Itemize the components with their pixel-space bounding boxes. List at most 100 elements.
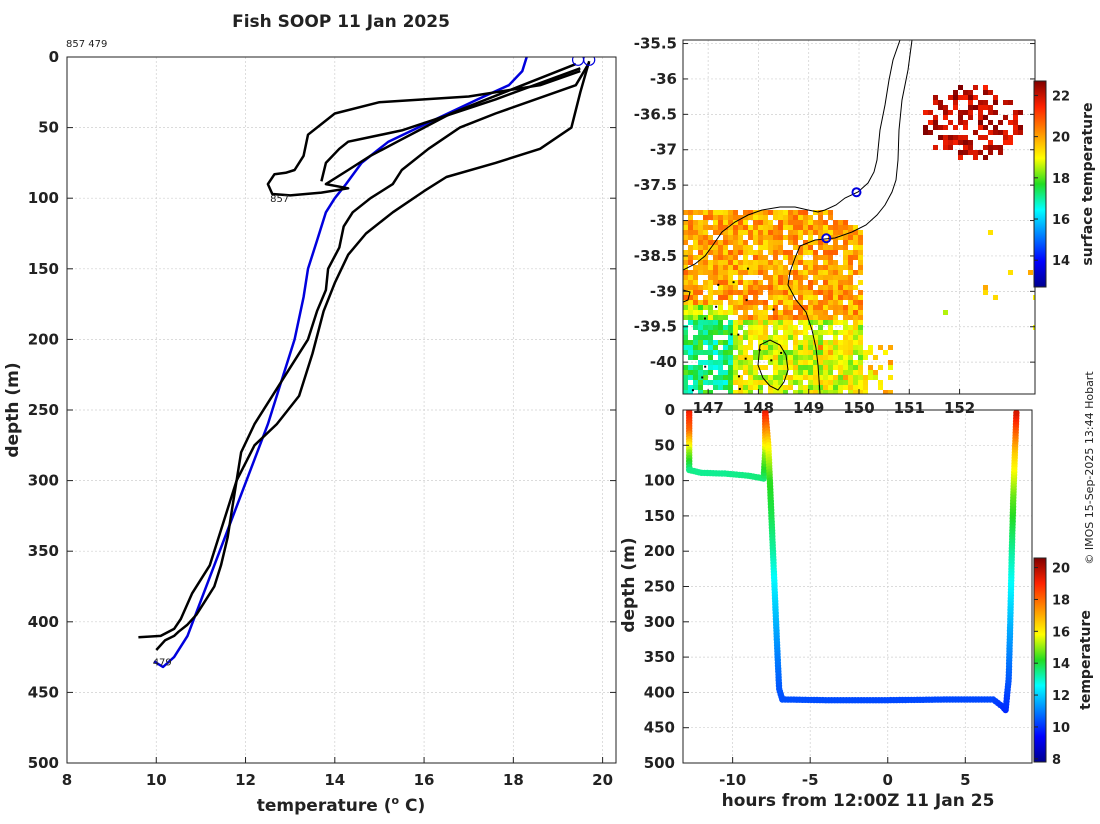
sst-pixel (828, 260, 833, 265)
sst-pixel (753, 370, 758, 375)
sst-pixel (688, 310, 693, 315)
sst-pixel (718, 240, 723, 245)
sst-pixel (818, 335, 823, 340)
sst-pixel (718, 360, 723, 365)
sst-pixel (773, 245, 778, 250)
sst-pixel (813, 330, 818, 335)
sst-pixel (783, 370, 788, 375)
sst-pixel (798, 275, 803, 280)
sst-pixel (793, 315, 798, 320)
sst-pixel (738, 225, 743, 230)
sst-pixel (823, 365, 828, 370)
sst-pixel (688, 370, 693, 375)
sst-pixel (988, 145, 993, 150)
sst-pixel (853, 240, 858, 245)
sst-pixel (718, 265, 723, 270)
sst-pixel (828, 300, 833, 305)
sst-pixel (813, 270, 818, 275)
sst-pixel (818, 365, 823, 370)
sst-pixel (823, 290, 828, 295)
sst-pixel (788, 295, 793, 300)
sst-pixel (758, 375, 763, 380)
temperature-colorbar-tick-label: 14 (1052, 657, 1070, 672)
sst-pixel (688, 345, 693, 350)
sst-pixel (698, 345, 703, 350)
sst-pixel (838, 330, 843, 335)
sst-pixel (888, 375, 893, 380)
sst-pixel (718, 370, 723, 375)
sst-pixel (843, 255, 848, 260)
sst-pixel (698, 245, 703, 250)
sst-pixel (703, 370, 708, 375)
sst-pixel (753, 250, 758, 255)
sst-pixel (833, 305, 838, 310)
sst-pixel (833, 355, 838, 360)
sst-pixel (688, 210, 693, 215)
sst-pixel (703, 390, 708, 394)
sst-pixel (803, 230, 808, 235)
sst-pixel (793, 210, 798, 215)
sst-pixel (823, 225, 828, 230)
sst-pixel (698, 250, 703, 255)
sst-pixel (773, 305, 778, 310)
sst-pixel (703, 350, 708, 355)
sst-pixel (733, 250, 738, 255)
sst-pixel (843, 225, 848, 230)
sst-pixel (743, 250, 748, 255)
sst-pixel (688, 385, 693, 390)
sst-pixel (763, 220, 768, 225)
sst-pixel (773, 240, 778, 245)
sst-pixel (858, 295, 863, 300)
sst-pixel (763, 235, 768, 240)
sst-pixel (713, 300, 718, 305)
sst-pixel (743, 390, 748, 394)
sst-pixel (708, 300, 713, 305)
sst-pixel (758, 255, 763, 260)
sst-pixel (818, 375, 823, 380)
sst-pixel (948, 140, 953, 145)
sst-pixel (728, 230, 733, 235)
sst-pixel (723, 385, 728, 390)
sst-pixel (1008, 100, 1013, 105)
sst-pixel (773, 235, 778, 240)
map-lon-tick-label: 149 (793, 399, 824, 417)
sst-pixel (978, 150, 983, 155)
sst-pixel (703, 220, 708, 225)
sst-pixel (883, 350, 888, 355)
sst-pixel (803, 305, 808, 310)
sst-pixel (778, 220, 783, 225)
sst-pixel (763, 310, 768, 315)
sst-pixel (788, 300, 793, 305)
sst-pixel (773, 315, 778, 320)
track-y-axis-label: depth (m) (619, 537, 639, 632)
sst-pixel (723, 240, 728, 245)
sst-pixel (813, 280, 818, 285)
sst-pixel (783, 340, 788, 345)
islet (737, 333, 740, 336)
islet (701, 376, 704, 379)
sst-pixel (778, 375, 783, 380)
sst-pixel (743, 315, 748, 320)
sst-pixel (693, 220, 698, 225)
sst-pixel (683, 270, 688, 275)
sst-pixel (698, 380, 703, 385)
sst-pixel (768, 315, 773, 320)
sst-pixel (788, 210, 793, 215)
sst-pixel (708, 225, 713, 230)
sst-pixel (698, 335, 703, 340)
sst-pixel (833, 375, 838, 380)
sst-pixel (773, 375, 778, 380)
sst-pixel (763, 325, 768, 330)
sst-pixel (818, 380, 823, 385)
sst-pixel (773, 325, 778, 330)
sst-pixel (928, 110, 933, 115)
sst-pixel (783, 255, 788, 260)
sst-pixel (758, 265, 763, 270)
x-tick-label: 20 (592, 771, 613, 789)
sst-pixel (978, 135, 983, 140)
sst-pixel (758, 365, 763, 370)
sst-pixel (873, 375, 878, 380)
sst-pixel (768, 290, 773, 295)
surface-marker (583, 57, 596, 66)
sst-pixel (803, 260, 808, 265)
